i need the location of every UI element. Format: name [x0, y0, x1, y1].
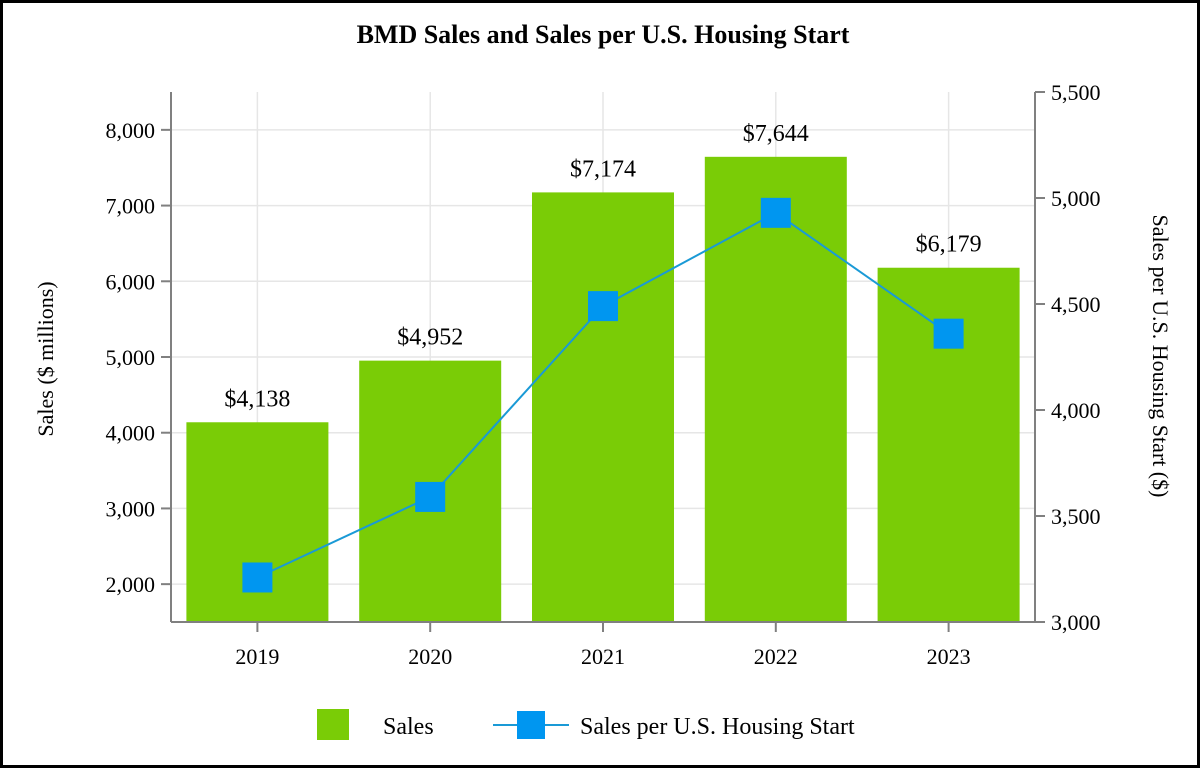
x-tick-label-2023: 2023: [927, 644, 971, 669]
legend-square-marker: [517, 711, 545, 739]
y2-tick-label-1: 3,500: [1051, 504, 1101, 529]
x-tick-label-2021: 2021: [581, 644, 625, 669]
bar-data-label-2021: $7,174: [570, 156, 636, 182]
x-tick-label-2020: 2020: [408, 644, 452, 669]
tick-and-data-labels: $4,138 $4,952 $7,174 $7,644 $6,179 2,000 3,000…: [106, 80, 1101, 669]
y2-tick-label-0: 3,000: [1051, 610, 1101, 635]
legend: Sales Sales per U.S. Housing Start: [317, 709, 855, 740]
y-tick-label-3: 5,000: [106, 345, 156, 370]
bar-data-label-2022: $7,644: [743, 121, 809, 147]
housing-start-marker-2019: [242, 562, 273, 593]
housing-start-marker-2023: [933, 318, 964, 349]
x-tick-label-2022: 2022: [754, 644, 798, 669]
chart-title: BMD Sales and Sales per U.S. Housing Sta…: [357, 20, 850, 49]
y-tick-label-2: 4,000: [106, 421, 156, 446]
x-tick-label-2019: 2019: [235, 644, 279, 669]
y2-axis-title: Sales per U.S. Housing Start ($): [1148, 215, 1173, 498]
housing-start-marker-2020: [415, 481, 446, 512]
bar-data-label-2023: $6,179: [916, 232, 982, 258]
legend-sales-swatch: [317, 709, 349, 740]
sales-bar-2021: [532, 192, 674, 622]
legend-housing-start-label: Sales per U.S. Housing Start: [580, 714, 855, 740]
housing-start-marker-2021: [588, 291, 618, 322]
y2-tick-label-2: 4,000: [1051, 398, 1101, 423]
axes: [161, 91, 1045, 632]
bar-data-label-2020: $4,952: [397, 325, 463, 351]
y-tick-label-0: 2,000: [106, 572, 156, 597]
y2-tick-label-3: 4,500: [1051, 292, 1101, 317]
bar-data-label-2019: $4,138: [224, 386, 290, 412]
y-tick-label-1: 3,000: [106, 496, 156, 521]
sales-bar-2022: [704, 156, 847, 622]
y-tick-label-6: 8,000: [106, 118, 156, 143]
y2-tick-label-5: 5,500: [1051, 80, 1101, 105]
combo-chart: $4,138 $4,952 $7,174 $7,644 $6,179 2,000 3,000…: [33, 20, 1173, 740]
y-axis-title: Sales ($ millions): [33, 281, 58, 436]
housing-start-line: [242, 197, 964, 593]
y-tick-label-4: 6,000: [106, 269, 156, 294]
legend-sales-label: Sales: [383, 714, 434, 740]
y2-tick-label-4: 5,000: [1051, 186, 1101, 211]
housing-start-marker-2022: [760, 197, 791, 228]
y-tick-label-5: 7,000: [106, 194, 156, 219]
